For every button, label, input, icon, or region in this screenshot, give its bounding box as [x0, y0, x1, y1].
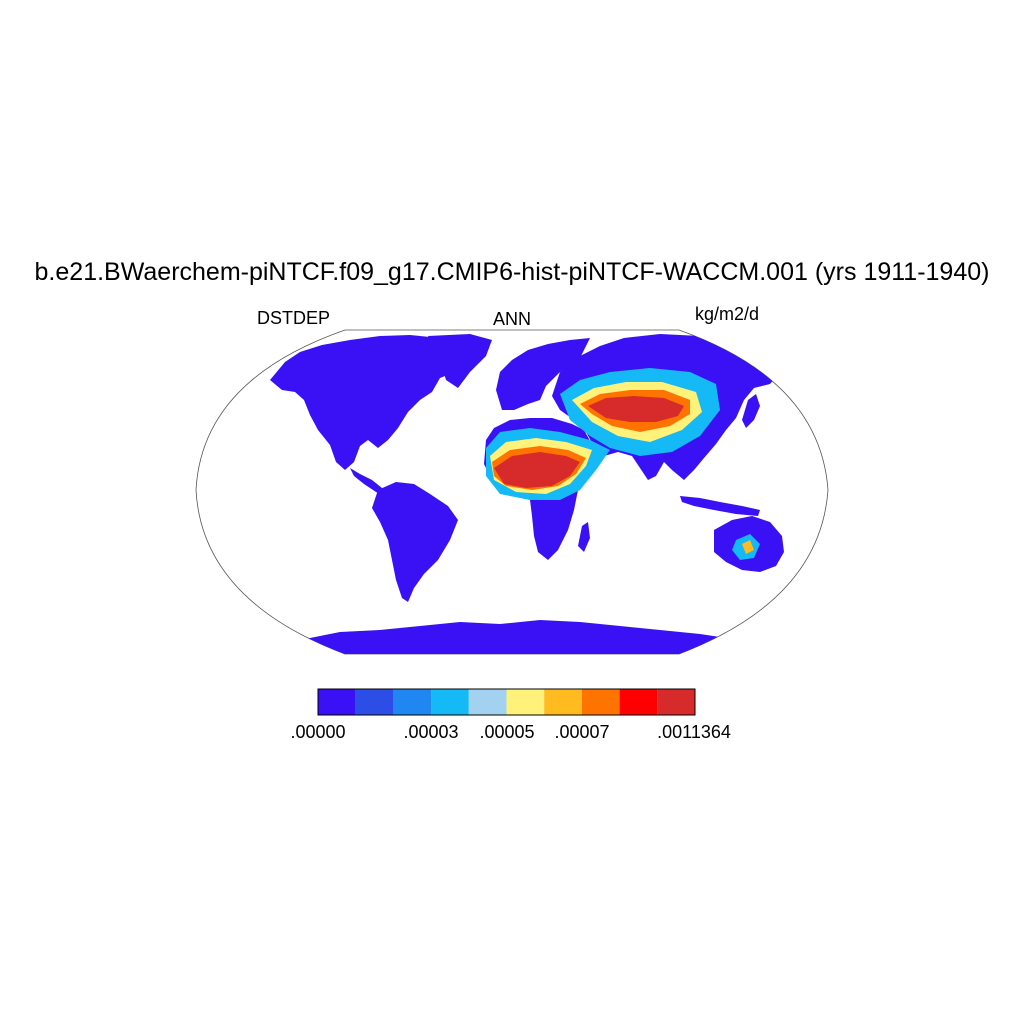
colorbar-box-1 [355, 689, 394, 715]
colorbar-box-5 [506, 689, 545, 715]
colorbar-tick-label: .0011364 [657, 722, 731, 742]
dust-australia-core [742, 540, 754, 554]
landmass-greenland [428, 334, 492, 388]
landmass-antarctica [280, 620, 760, 654]
landmass-south-america [372, 482, 458, 602]
landmass-indonesia [680, 496, 760, 516]
colorbar-frame [317, 688, 696, 716]
landmass-madagascar [578, 522, 590, 552]
colorbar-box-6 [544, 689, 582, 715]
land-field [270, 334, 808, 654]
dust-core-sahara [494, 452, 580, 488]
variable-label: DSTDEP [257, 308, 331, 328]
colorbar-tick-label: .00000 [290, 722, 346, 742]
colorbar-box-9 [657, 689, 695, 715]
colorbar-box-4 [468, 689, 507, 715]
landmass-north-america [270, 335, 470, 470]
colorbar-tick-label: .00005 [479, 722, 535, 742]
season-label: ANN [492, 309, 531, 329]
colorbar-box-3 [431, 689, 469, 715]
colorbar-box-2 [393, 689, 432, 715]
colorbar-box-7 [581, 689, 620, 715]
landmass-new-zealand [798, 570, 808, 592]
landmass-europe [496, 338, 590, 410]
colorbar-box-8 [619, 689, 658, 715]
colorbar-tick-label: .00007 [554, 722, 610, 742]
colorbar [317, 688, 696, 716]
units-label: kg/m2/d [695, 304, 760, 324]
dust-core-asia [588, 396, 684, 422]
colorbar-tick-label: .00003 [403, 722, 459, 742]
plot-title: b.e21.BWaerchem-piNTCF.f09_g17.CMIP6-his… [34, 258, 990, 286]
colorbar-box-0 [318, 689, 356, 715]
landmass-japan [742, 394, 760, 428]
